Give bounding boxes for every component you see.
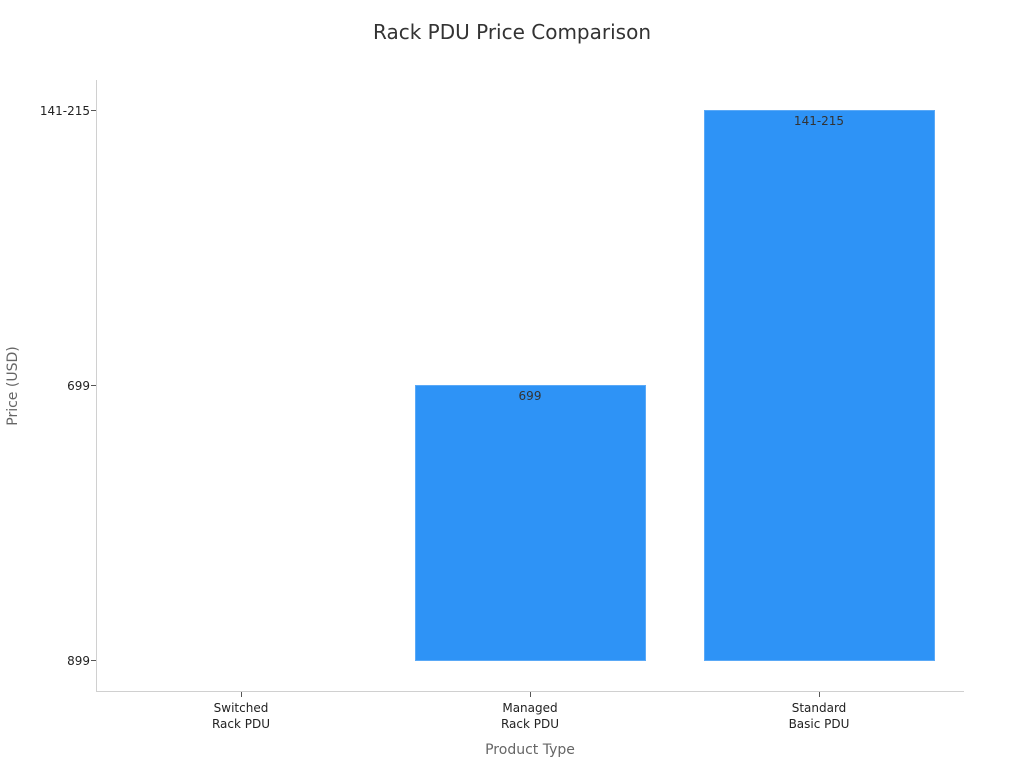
x-tick (530, 692, 531, 697)
y-tick (91, 660, 96, 661)
x-tick-label: Switched Rack PDU (211, 701, 271, 731)
x-tick-label: Managed Rack PDU (500, 701, 560, 731)
y-tick-label: 699 (67, 379, 90, 393)
y-tick-label: 141-215 (39, 104, 90, 118)
x-tick-label: Standard Basic PDU (788, 701, 850, 731)
bar-standard-basic-pdu[interactable] (704, 110, 935, 661)
bar-data-label: 141-215 (793, 114, 845, 128)
y-tick (91, 110, 96, 111)
y-axis-label: Price (USD) (5, 346, 21, 426)
bar-managed-rack-pdu[interactable] (415, 385, 646, 661)
x-axis-line (96, 691, 964, 692)
y-axis-line (96, 80, 97, 692)
y-tick (91, 385, 96, 386)
x-axis-label: Product Type (485, 742, 575, 758)
x-tick (241, 692, 242, 697)
bar-data-label: 699 (518, 389, 542, 403)
y-tick-label: 899 (67, 654, 90, 668)
chart-title: Rack PDU Price Comparison (373, 20, 651, 44)
x-tick (819, 692, 820, 697)
